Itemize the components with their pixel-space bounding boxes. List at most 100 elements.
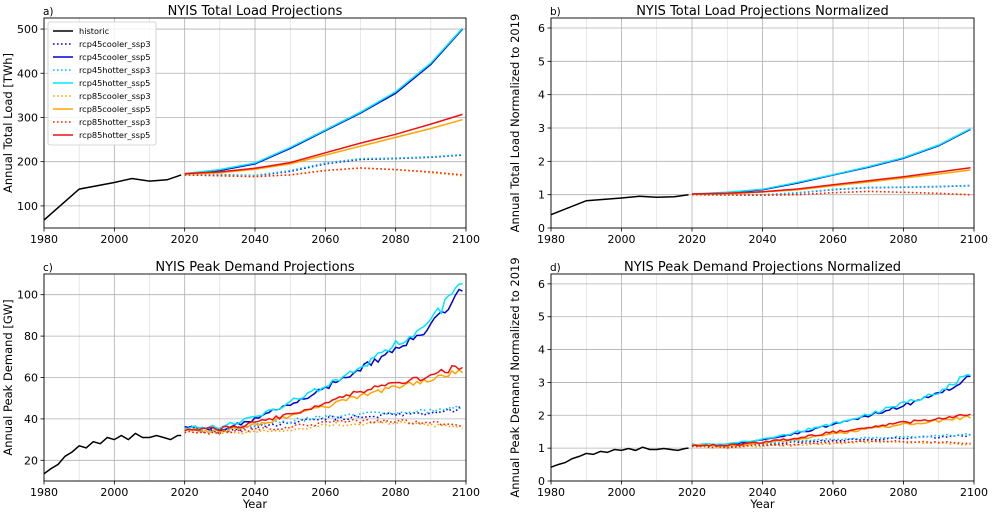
y-tick-label: 300 bbox=[17, 111, 38, 124]
y-tick-label: 2 bbox=[538, 155, 545, 168]
x-tick-label: 2040 bbox=[749, 233, 777, 246]
legend-label-rcp85cooler_ssp3: rcp85cooler_ssp3 bbox=[79, 91, 151, 101]
chart-title: NYIS Peak Demand Projections bbox=[155, 260, 354, 275]
chart-panel-1: 1980 2000 2020 2040 2060 2080 2100 100 200 300 400… bbox=[1, 4, 480, 246]
x-tick-label: 1980 bbox=[30, 486, 58, 499]
series-line-rcp45cooler_ssp5 bbox=[184, 28, 464, 175]
plot-frame bbox=[550, 17, 975, 229]
plot-frame bbox=[43, 17, 467, 229]
series-line-rcp85hotter_ssp5 bbox=[691, 413, 971, 447]
legend-label-rcp45cooler_ssp3: rcp45cooler_ssp3 bbox=[79, 39, 151, 49]
series-line-historic bbox=[551, 193, 689, 216]
chart-title: NYIS Total Load Projections Normalized bbox=[636, 4, 889, 19]
y-tick-label: 0 bbox=[538, 475, 545, 488]
y-tick-label: 100 bbox=[17, 289, 38, 302]
y-axis-label: Annual Total Load Normalized to 2019 bbox=[508, 14, 522, 233]
y-tick-label: 80 bbox=[24, 330, 38, 343]
x-tick-label: 2080 bbox=[890, 486, 918, 499]
series-line-rcp45hotter_ssp5 bbox=[691, 128, 971, 195]
x-axis-label: Year bbox=[242, 497, 268, 511]
series-line-rcp45cooler_ssp5 bbox=[691, 375, 971, 447]
panel-label: c) bbox=[43, 262, 53, 274]
x-tick-label: 2000 bbox=[608, 486, 636, 499]
y-tick-label: 4 bbox=[538, 344, 545, 357]
x-tick-label: 2100 bbox=[452, 486, 480, 499]
legend-label-rcp85cooler_ssp5: rcp85cooler_ssp5 bbox=[79, 104, 151, 114]
series-group bbox=[551, 128, 971, 216]
chart-title: NYIS Peak Demand Projections Normalized bbox=[624, 260, 901, 275]
x-tick-label: 2060 bbox=[311, 233, 339, 246]
series-line-rcp85hotter_ssp5 bbox=[184, 113, 463, 175]
y-tick-label: 5 bbox=[538, 55, 545, 68]
x-tick-label: 1980 bbox=[537, 233, 565, 246]
x-tick-label: 2100 bbox=[960, 233, 988, 246]
y-tick-label: 3 bbox=[538, 122, 545, 135]
plot-frame bbox=[550, 273, 975, 482]
panel-label: b) bbox=[550, 6, 561, 18]
legend-label-rcp45hotter_ssp5: rcp45hotter_ssp5 bbox=[79, 78, 150, 88]
series-line-rcp85cooler_ssp5 bbox=[184, 118, 463, 175]
x-tick-label: 2020 bbox=[171, 233, 199, 246]
series-line-rcp85hotter_ssp5 bbox=[691, 166, 971, 195]
series-line-rcp45hotter_ssp5 bbox=[184, 283, 463, 430]
series-line-rcp85hotter_ssp3 bbox=[184, 167, 463, 178]
chart-panel-3: 1980 2000 2020 2040 2060 2080 210020406080100N… bbox=[1, 260, 480, 511]
legend-label-historic: historic bbox=[79, 26, 109, 36]
y-tick-label: 40 bbox=[24, 413, 38, 426]
y-tick-label: 6 bbox=[538, 278, 545, 291]
x-tick-label: 2100 bbox=[452, 233, 480, 246]
series-line-historic bbox=[44, 174, 182, 221]
y-tick-label: 1 bbox=[538, 442, 545, 455]
legend-label-rcp85hotter_ssp3: rcp85hotter_ssp3 bbox=[79, 117, 150, 127]
x-tick-label: 2020 bbox=[678, 233, 706, 246]
x-tick-label: 2020 bbox=[678, 486, 706, 499]
x-tick-label: 2060 bbox=[311, 486, 339, 499]
y-tick-label: 0 bbox=[538, 222, 545, 235]
chart-title: NYIS Total Load Projections bbox=[168, 4, 343, 19]
series-line-rcp85hotter_ssp3 bbox=[691, 190, 971, 197]
chart-panel-4: 1980 2000 2020 2040 2060 2080 2100 0 1 2 3 4 5 6 NYIS … bbox=[508, 257, 988, 511]
x-tick-label: 2080 bbox=[890, 233, 918, 246]
legend-label-rcp45hotter_ssp3: rcp45hotter_ssp3 bbox=[79, 65, 150, 75]
series-line-rcp85cooler_ssp5 bbox=[184, 368, 463, 434]
x-tick-label: 1980 bbox=[537, 486, 565, 499]
y-tick-label: 6 bbox=[538, 22, 545, 35]
y-axis-label: Annual Total Load [TWh] bbox=[1, 53, 15, 193]
chart-panel-2: 1980 2000 2020 2040 2060 2080 2100 0 1 2 3 4 5 6 NYIS … bbox=[508, 4, 988, 246]
x-tick-label: 2060 bbox=[819, 233, 847, 246]
panel-label: d) bbox=[550, 262, 561, 274]
series-line-rcp85cooler_ssp3 bbox=[184, 420, 464, 436]
series-line-historic bbox=[44, 432, 182, 475]
panel-label: a) bbox=[43, 6, 54, 18]
plot-frame bbox=[43, 273, 467, 482]
series-line-rcp85hotter_ssp5 bbox=[184, 364, 463, 432]
x-tick-label: 2020 bbox=[171, 486, 199, 499]
x-tick-label: 2000 bbox=[100, 486, 128, 499]
x-tick-label: 2060 bbox=[819, 486, 847, 499]
x-tick-label: 2000 bbox=[100, 233, 128, 246]
legend-box bbox=[47, 21, 157, 146]
y-axis-label: Annual Peak Demand Normalized to 2019 bbox=[508, 257, 522, 497]
y-tick-label: 5 bbox=[538, 311, 545, 324]
legend-label-rcp85hotter_ssp5: rcp85hotter_ssp5 bbox=[79, 130, 150, 140]
y-axis-label: Annual Peak Demand [GW] bbox=[1, 299, 15, 455]
y-tick-label: 20 bbox=[24, 454, 38, 467]
x-tick-label: 2040 bbox=[241, 233, 269, 246]
y-tick-label: 1 bbox=[538, 189, 545, 202]
x-tick-label: 2080 bbox=[382, 233, 410, 246]
y-tick-label: 400 bbox=[17, 67, 38, 80]
y-tick-label: 60 bbox=[24, 372, 38, 385]
y-tick-label: 3 bbox=[538, 376, 545, 389]
series-group bbox=[44, 27, 464, 221]
series-line-rcp45hotter_ssp5 bbox=[184, 27, 464, 175]
y-tick-label: 100 bbox=[17, 200, 38, 213]
y-tick-label: 500 bbox=[17, 23, 38, 36]
x-tick-label: 2080 bbox=[382, 486, 410, 499]
series-line-rcp45hotter_ssp3 bbox=[691, 184, 971, 196]
series-line-rcp85hotter_ssp3 bbox=[184, 418, 463, 435]
series-group bbox=[44, 283, 464, 475]
series-group bbox=[551, 374, 971, 468]
legend-label-rcp45cooler_ssp5: rcp45cooler_ssp5 bbox=[79, 52, 151, 62]
y-tick-label: 200 bbox=[17, 156, 38, 169]
